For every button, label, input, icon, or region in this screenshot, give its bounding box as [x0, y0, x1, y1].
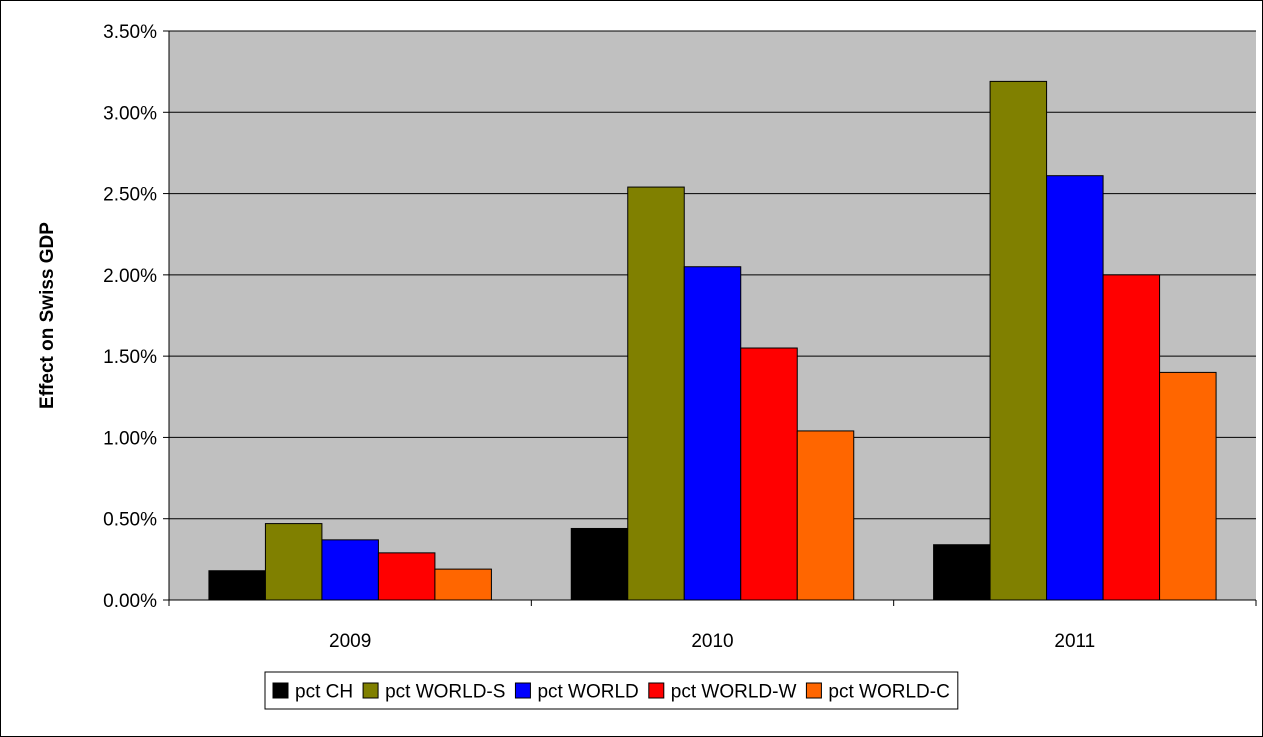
legend-label: pct WORLD-S — [385, 682, 505, 703]
x-tick-label: 2011 — [1054, 631, 1095, 652]
bar-pct-ch-2009 — [208, 570, 266, 601]
bar-pct-world-2009 — [321, 539, 379, 601]
y-axis-title: Effect on Swiss GDP — [37, 222, 58, 409]
bar-pct-world-w-2011 — [1102, 274, 1161, 601]
legend-label: pct WORLD — [537, 682, 638, 703]
y-tick-label: 0.50% — [103, 510, 157, 531]
bar-pct-world-c-2009 — [434, 568, 492, 601]
bar-pct-world-c-2011 — [1159, 371, 1217, 601]
legend-item-pct-world-w: pct WORLD-W — [648, 682, 797, 703]
bar-pct-world-w-2009 — [377, 552, 436, 601]
legend-label: pct CH — [295, 682, 353, 703]
legend-swatch — [805, 682, 822, 699]
x-tick-labels: 2009 2010 2011 — [329, 631, 1095, 652]
legend-label: pct WORLD-C — [828, 682, 949, 703]
y-tick-label: 3.50% — [103, 22, 157, 43]
legend: pct CH pct WORLD-S pct WORLD pct WORLD-W pct… — [264, 671, 959, 710]
legend-swatch — [362, 682, 379, 699]
legend-item-pct-world-s: pct WORLD-S — [362, 682, 505, 703]
bar-pct-world-2010 — [683, 266, 742, 601]
legend-item-pct-ch: pct CH — [272, 682, 353, 703]
legend-swatch — [514, 682, 531, 699]
bar-pct-ch-2011 — [933, 544, 991, 601]
x-tick-label: 2010 — [691, 631, 733, 652]
bar-pct-world-w-2010 — [740, 347, 798, 601]
y-tick-label: 2.00% — [103, 266, 157, 287]
y-tick-label: 2.50% — [103, 185, 157, 206]
legend-item-pct-world: pct WORLD — [514, 682, 639, 703]
bar-pct-ch-2010 — [570, 527, 629, 601]
bar-pct-world-c-2010 — [796, 430, 855, 601]
legend-box — [264, 671, 959, 710]
legend-item-pct-world-c: pct WORLD-C — [805, 682, 950, 703]
axes — [163, 30, 1257, 606]
bar-pct-world-s-2011 — [989, 80, 1048, 601]
y-tick-labels: 0.00% 0.50% 1.00% 1.50% 2.00% 2.50% 3.00% 3.50% — [103, 22, 157, 612]
y-tick-label: 1.50% — [103, 347, 157, 368]
y-tick-label: 1.00% — [103, 428, 157, 449]
bar-pct-world-s-2009 — [264, 523, 323, 601]
legend-label: pct WORLD-W — [671, 682, 797, 703]
x-tick-label: 2009 — [329, 631, 371, 652]
legend-swatch — [648, 682, 665, 699]
y-tick-label: 0.00% — [103, 591, 157, 612]
bar-pct-world-s-2010 — [627, 186, 685, 601]
legend-swatch — [272, 682, 289, 699]
bars — [208, 80, 1217, 601]
y-tick-label: 3.00% — [103, 103, 157, 124]
bar-pct-world-2011 — [1046, 175, 1104, 601]
